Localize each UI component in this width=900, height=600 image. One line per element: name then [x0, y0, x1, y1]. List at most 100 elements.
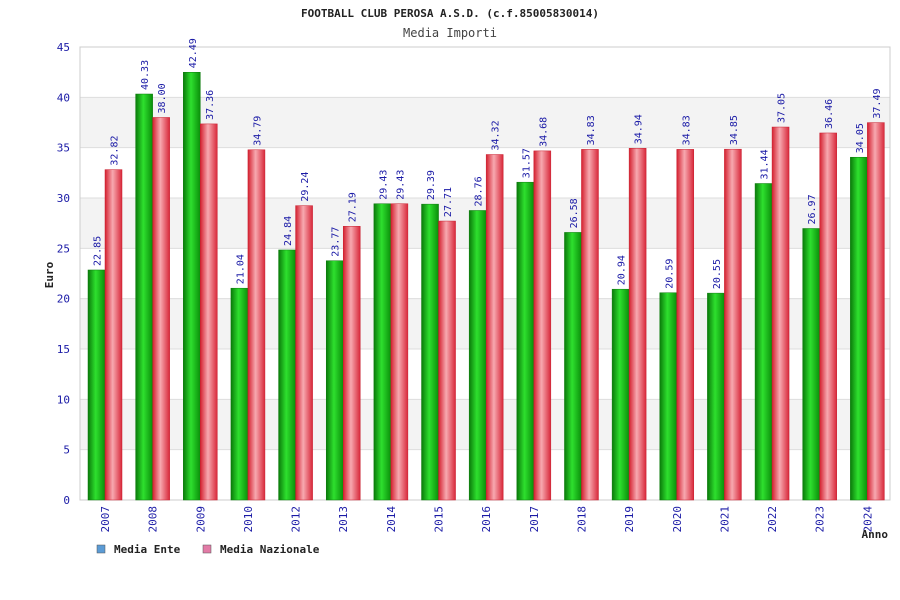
- bar-value-label: 42.49: [188, 38, 199, 68]
- x-axis-ticks: 2007 2008 2009 2010 2012 2013 2014 2015 2016 2017…: [99, 506, 874, 533]
- legend-swatch-media-ente: [96, 544, 106, 554]
- y-tick-label: 20: [57, 293, 70, 306]
- bar-media-nazionale: [533, 150, 552, 501]
- bars: 22.85 32.82 40.33 38.00 42.49 37.36 21.04 34.79…: [87, 38, 885, 501]
- bar-media-ente: [802, 228, 820, 501]
- x-tick-label: 2024: [861, 506, 874, 533]
- bar-value-label: 40.33: [140, 60, 151, 90]
- bar-value-label: 34.05: [855, 123, 866, 153]
- bar-media-nazionale: [390, 203, 409, 501]
- bar-media-ente: [135, 93, 153, 501]
- bar-value-label: 31.57: [521, 148, 532, 178]
- bar-media-ente: [468, 210, 487, 501]
- bar-value-label: 34.83: [681, 115, 692, 145]
- x-tick-label: 2019: [623, 506, 636, 533]
- bar-value-label: 26.97: [807, 194, 818, 224]
- y-tick-label: 5: [63, 444, 70, 457]
- bar-media-ente: [373, 203, 392, 501]
- y-tick-label: 30: [57, 192, 70, 205]
- x-tick-label: 2022: [766, 506, 779, 533]
- bar-media-nazionale: [200, 123, 218, 501]
- x-axis-label: Anno: [862, 528, 889, 541]
- x-tick-label: 2017: [528, 506, 541, 533]
- bar-value-label: 23.77: [331, 227, 342, 257]
- bar-media-ente: [611, 288, 630, 501]
- x-tick-label: 2023: [814, 506, 827, 533]
- bar-value-label: 32.82: [110, 136, 121, 166]
- bar-value-label: 34.94: [634, 114, 645, 144]
- bar-media-nazionale: [581, 149, 599, 501]
- x-tick-label: 2015: [433, 506, 446, 533]
- y-tick-label: 40: [57, 91, 70, 104]
- bar-value-label: 28.76: [474, 176, 485, 206]
- bar-media-ente: [325, 260, 344, 501]
- bar-value-label: 27.71: [443, 187, 454, 217]
- bar-media-nazionale: [295, 205, 313, 501]
- bar-media-ente: [659, 292, 678, 501]
- bar-value-label: 24.84: [283, 216, 294, 246]
- x-tick-label: 2010: [242, 506, 255, 533]
- y-tick-label: 25: [57, 242, 70, 255]
- bar-value-label: 34.68: [538, 117, 549, 147]
- bar-value-label: 37.05: [777, 93, 788, 123]
- bar-media-nazionale: [676, 149, 695, 501]
- y-tick-label: 15: [57, 343, 70, 356]
- bar-value-label: 20.59: [664, 259, 675, 289]
- x-tick-label: 2009: [194, 506, 207, 533]
- x-tick-label: 2016: [480, 506, 493, 532]
- bar-value-label: 21.04: [235, 254, 246, 284]
- bar-media-nazionale: [628, 148, 647, 501]
- bar-value-label: 29.39: [426, 170, 437, 200]
- bar-value-label: 37.36: [205, 90, 216, 120]
- bar-value-label: 31.44: [760, 149, 771, 179]
- bar-media-ente: [564, 232, 582, 501]
- bar-value-label: 29.43: [395, 170, 406, 200]
- y-tick-label: 10: [57, 393, 70, 406]
- y-axis-ticks: 0 5 10 15 20 25 30 35 40 45: [57, 41, 70, 507]
- x-tick-label: 2008: [147, 506, 160, 533]
- bar-media-ente: [87, 269, 106, 501]
- y-tick-label: 35: [57, 142, 70, 155]
- bar-value-label: 34.85: [729, 115, 740, 145]
- bar-media-ente: [421, 203, 439, 501]
- bar-value-label: 36.46: [824, 99, 835, 129]
- bar-value-label: 34.79: [252, 116, 263, 146]
- chart-title: FOOTBALL CLUB PEROSA A.S.D. (c.f.8500583…: [301, 7, 599, 20]
- bar-media-nazionale: [724, 148, 742, 501]
- y-tick-label: 0: [63, 494, 70, 507]
- bar-media-nazionale: [152, 117, 170, 501]
- bar-value-label: 22.85: [93, 236, 104, 266]
- x-tick-label: 2012: [290, 506, 303, 533]
- y-axis-label: Euro: [43, 261, 56, 288]
- bar-media-ente: [230, 287, 249, 501]
- bar-value-label: 20.55: [712, 259, 723, 289]
- x-tick-label: 2014: [385, 506, 398, 533]
- bar-media-nazionale: [438, 220, 456, 501]
- bar-value-label: 29.43: [378, 170, 389, 200]
- bar-media-nazionale: [247, 149, 266, 501]
- bar-value-label: 27.19: [348, 192, 359, 222]
- bar-media-nazionale: [771, 126, 790, 501]
- bar-media-nazionale: [485, 154, 504, 501]
- bar-media-nazionale: [819, 132, 837, 501]
- x-tick-label: 2018: [575, 506, 588, 533]
- legend-label-media-nazionale: Media Nazionale: [220, 543, 320, 556]
- bar-media-ente: [183, 72, 201, 501]
- bar-media-ente: [754, 183, 773, 501]
- bar-value-label: 26.58: [569, 198, 580, 228]
- bar-media-nazionale: [342, 226, 361, 501]
- bar-media-ente: [278, 249, 296, 501]
- x-tick-label: 2007: [99, 506, 112, 533]
- x-tick-label: 2021: [718, 506, 731, 533]
- bar-value-label: 20.94: [617, 255, 628, 285]
- legend: Media Ente Media Nazionale: [96, 543, 320, 556]
- bar-media-ente: [516, 181, 535, 501]
- chart-subtitle: Media Importi: [403, 26, 497, 40]
- bar-value-label: 37.49: [872, 88, 883, 118]
- legend-label-media-ente: Media Ente: [114, 543, 181, 556]
- bar-media-ente: [707, 292, 725, 501]
- bar-media-ente: [850, 156, 868, 501]
- bar-value-label: 34.83: [586, 115, 597, 145]
- x-tick-label: 2020: [671, 506, 684, 533]
